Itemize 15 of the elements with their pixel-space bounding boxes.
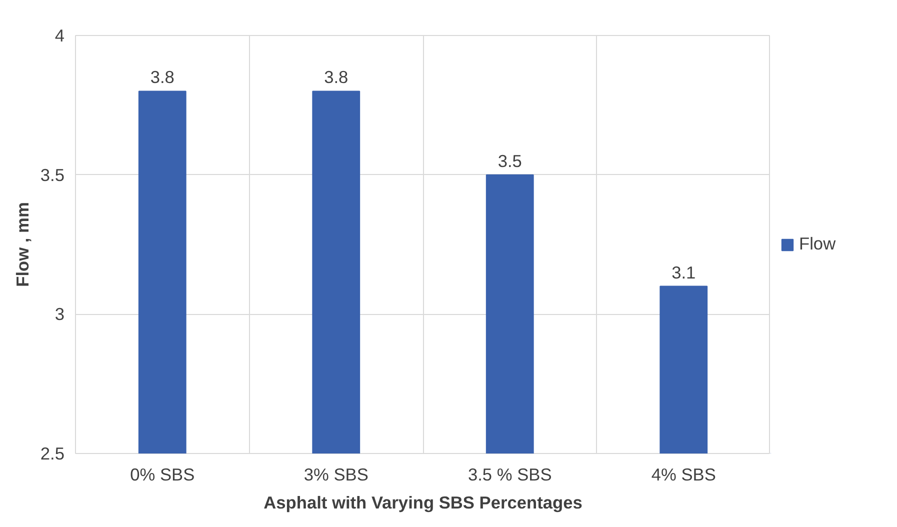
x-axis-title: Asphalt with Varying SBS Percentages	[264, 492, 582, 512]
x-tick-label: 0% SBS	[130, 464, 195, 484]
x-tick-label: 3% SBS	[304, 464, 368, 484]
y-tick-label: 2.5	[40, 444, 65, 464]
x-tick-label: 4% SBS	[651, 464, 716, 484]
data-label: 3.5	[498, 150, 522, 171]
y-tick-label: 3	[54, 304, 65, 324]
data-label: 3.8	[150, 67, 174, 88]
y-tick-label: 3.5	[40, 164, 65, 185]
y-tick-label: 4	[54, 26, 65, 46]
data-label: 3.8	[324, 67, 348, 88]
x-tick-label: 3.5 % SBS	[468, 464, 552, 484]
data-label: 3.1	[672, 262, 696, 282]
y-axis-title: Flow , mm	[12, 202, 32, 287]
legend-label: Flow	[799, 234, 836, 254]
